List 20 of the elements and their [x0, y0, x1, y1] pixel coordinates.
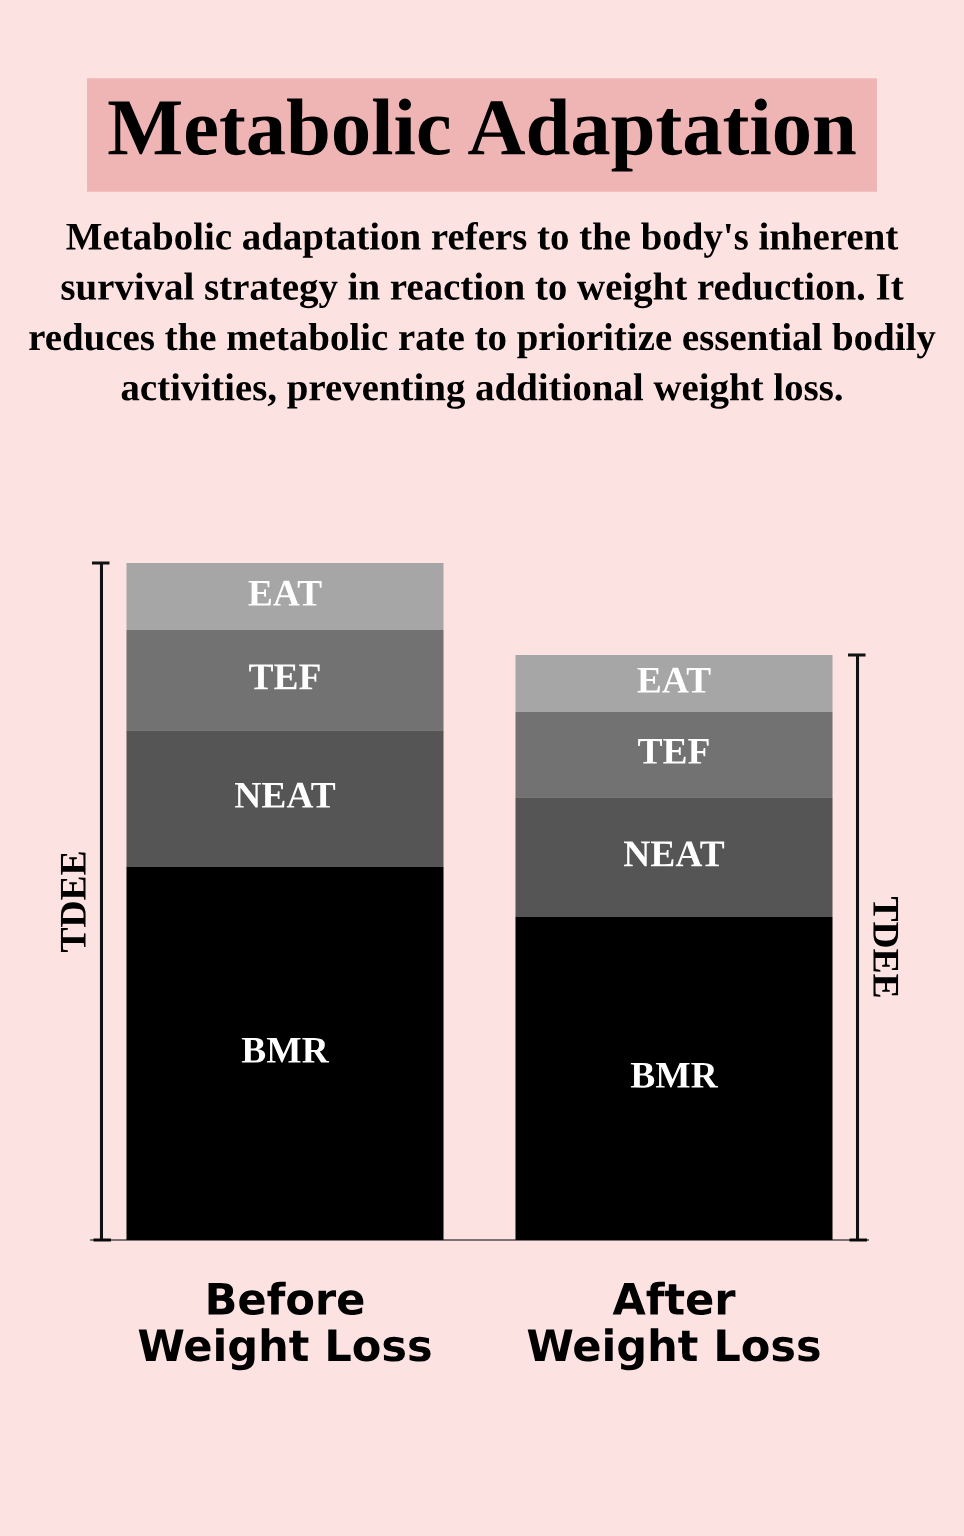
chart-title: Metabolic Adaptation [108, 98, 856, 172]
series-label: NEAT [624, 841, 725, 867]
series-label: EAT [637, 667, 711, 693]
bar [126, 563, 444, 631]
series-label: BMR [630, 1063, 719, 1088]
bar [515, 655, 833, 712]
bar [515, 711, 833, 798]
bar [126, 630, 444, 731]
text: NEAT [235, 782, 336, 808]
text: EAT [248, 580, 322, 606]
text: TEF [249, 664, 320, 690]
series-label: TEF [638, 739, 709, 764]
x-tick-label: Before Weight Loss [138, 1281, 431, 1371]
bar [515, 797, 833, 918]
chart-subtitle: Metabolic adaptation refers to the body's inherent survival strategy in reaction to weight reduction. It reduces the metabolic rate to prioritize essential bodily activities, preventing additional weight loss. [29, 222, 936, 409]
text: TDEE [873, 897, 899, 997]
text: BMR [241, 1037, 330, 1063]
bar [126, 730, 444, 867]
text: TDEE [60, 852, 86, 952]
x-tick-label: After Weight Loss [527, 1281, 820, 1371]
